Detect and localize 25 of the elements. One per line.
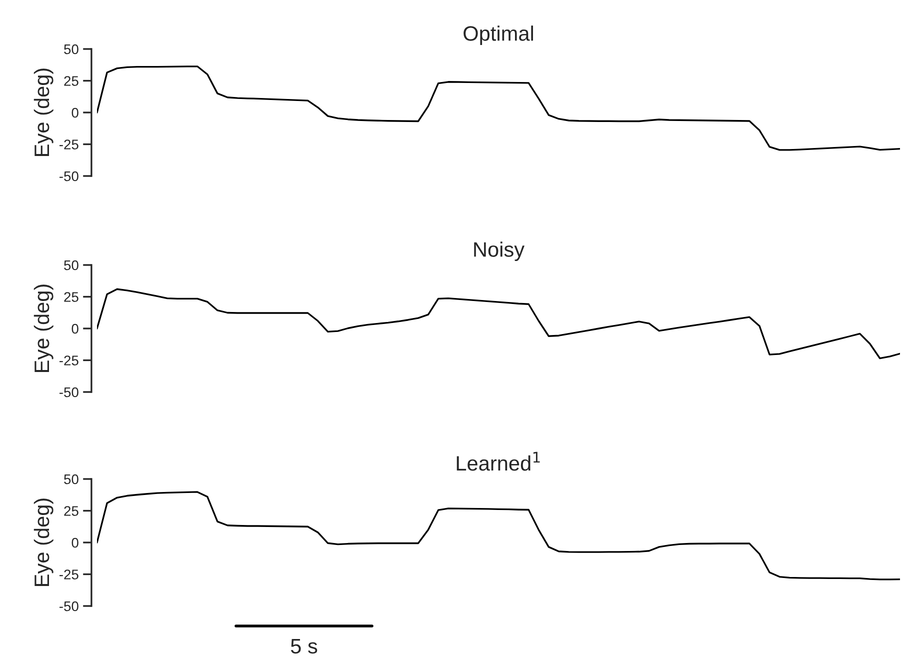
y-tick-label: 50 <box>64 44 78 54</box>
y-tick-label: -50 <box>59 601 78 612</box>
y-axis-title: Eye (deg) <box>34 68 54 156</box>
y-axis-title: Eye (deg) <box>34 498 54 586</box>
y-tick-label: -25 <box>59 356 78 366</box>
chart-title: Noisy <box>474 242 525 261</box>
y-tick-label: 25 <box>64 506 78 516</box>
y-tick-label: 0 <box>72 538 78 548</box>
y-tick-label: -50 <box>59 171 78 182</box>
y-tick-label: 0 <box>72 324 78 334</box>
chart-title: Learned$^{1}$ <box>456 452 540 471</box>
y-tick-label: -25 <box>59 570 78 580</box>
y-tick-label: 50 <box>64 260 78 270</box>
y-tick-label: 25 <box>64 76 78 86</box>
line-series <box>97 491 900 580</box>
y-tick-label: 0 <box>72 108 78 118</box>
y-tick-label: -50 <box>59 387 78 398</box>
y-tick-label: -25 <box>59 140 78 150</box>
line-series <box>97 288 900 360</box>
y-tick-label: 50 <box>64 474 78 484</box>
y-axis-title: Eye (deg) <box>34 284 54 372</box>
y-tick-label: 25 <box>64 292 78 302</box>
chart-title: Optimal <box>464 26 533 45</box>
line-series <box>97 66 900 151</box>
text: 5 s <box>290 639 318 654</box>
